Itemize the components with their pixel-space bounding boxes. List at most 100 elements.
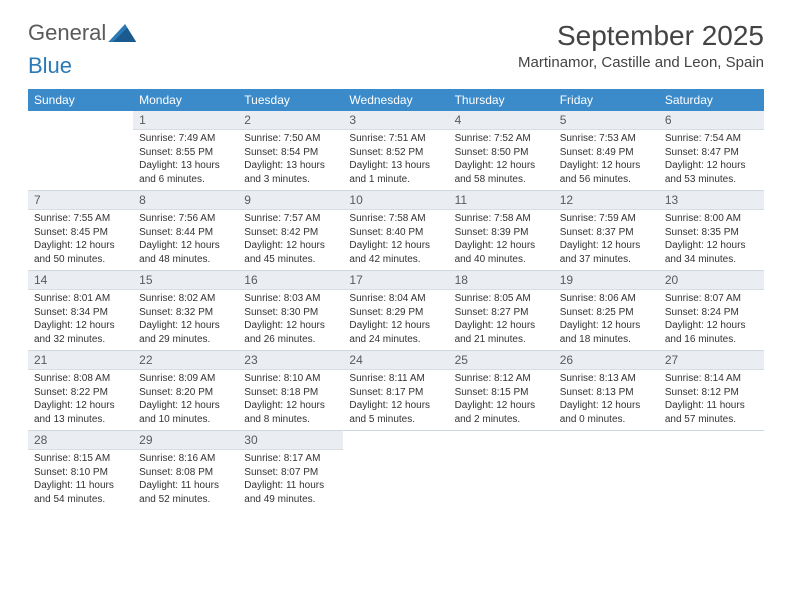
day-number: 28 <box>28 431 133 450</box>
cell-body: Sunrise: 8:11 AMSunset: 8:17 PMDaylight:… <box>343 370 448 430</box>
cell-body: Sunrise: 7:52 AMSunset: 8:50 PMDaylight:… <box>449 130 554 190</box>
daylight-line: Daylight: 12 hours and 24 minutes. <box>349 319 442 346</box>
calendar-cell: 11Sunrise: 7:58 AMSunset: 8:39 PMDayligh… <box>449 190 554 270</box>
cell-body: Sunrise: 7:55 AMSunset: 8:45 PMDaylight:… <box>28 210 133 270</box>
sunset-line: Sunset: 8:42 PM <box>244 226 337 240</box>
day-number: 21 <box>28 351 133 370</box>
cell-body: Sunrise: 7:49 AMSunset: 8:55 PMDaylight:… <box>133 130 238 190</box>
sunset-line: Sunset: 8:37 PM <box>560 226 653 240</box>
sunset-line: Sunset: 8:32 PM <box>139 306 232 320</box>
calendar-cell: 3Sunrise: 7:51 AMSunset: 8:52 PMDaylight… <box>343 111 448 190</box>
location-label: Martinamor, Castille and Leon, Spain <box>518 54 764 71</box>
calendar: Sunday Monday Tuesday Wednesday Thursday… <box>28 89 764 510</box>
sunrise-line: Sunrise: 7:56 AM <box>139 212 232 226</box>
weeks-container: 1Sunrise: 7:49 AMSunset: 8:55 PMDaylight… <box>28 111 764 510</box>
day-header-friday: Friday <box>554 89 659 111</box>
day-number: 1 <box>133 111 238 130</box>
daylight-line: Daylight: 12 hours and 5 minutes. <box>349 399 442 426</box>
daylight-line: Daylight: 12 hours and 0 minutes. <box>560 399 653 426</box>
day-number: 4 <box>449 111 554 130</box>
day-number: 7 <box>28 191 133 210</box>
calendar-cell: 6Sunrise: 7:54 AMSunset: 8:47 PMDaylight… <box>659 111 764 190</box>
sunrise-line: Sunrise: 7:53 AM <box>560 132 653 146</box>
day-number: 26 <box>554 351 659 370</box>
sunrise-line: Sunrise: 7:57 AM <box>244 212 337 226</box>
daylight-line: Daylight: 12 hours and 56 minutes. <box>560 159 653 186</box>
day-number: 2 <box>238 111 343 130</box>
sunrise-line: Sunrise: 8:06 AM <box>560 292 653 306</box>
cell-body: Sunrise: 7:58 AMSunset: 8:40 PMDaylight:… <box>343 210 448 270</box>
sunrise-line: Sunrise: 8:10 AM <box>244 372 337 386</box>
calendar-cell: 13Sunrise: 8:00 AMSunset: 8:35 PMDayligh… <box>659 190 764 270</box>
daylight-line: Daylight: 12 hours and 21 minutes. <box>455 319 548 346</box>
sunrise-line: Sunrise: 7:58 AM <box>455 212 548 226</box>
cell-body: Sunrise: 8:09 AMSunset: 8:20 PMDaylight:… <box>133 370 238 430</box>
sunrise-line: Sunrise: 8:04 AM <box>349 292 442 306</box>
calendar-cell: 12Sunrise: 7:59 AMSunset: 8:37 PMDayligh… <box>554 190 659 270</box>
sunset-line: Sunset: 8:08 PM <box>139 466 232 480</box>
logo: General <box>28 20 136 46</box>
month-title: September 2025 <box>518 20 764 52</box>
cell-body: Sunrise: 8:13 AMSunset: 8:13 PMDaylight:… <box>554 370 659 430</box>
sunrise-line: Sunrise: 8:03 AM <box>244 292 337 306</box>
day-number: 13 <box>659 191 764 210</box>
cell-body: Sunrise: 7:59 AMSunset: 8:37 PMDaylight:… <box>554 210 659 270</box>
sunrise-line: Sunrise: 8:13 AM <box>560 372 653 386</box>
sunset-line: Sunset: 8:27 PM <box>455 306 548 320</box>
sunset-line: Sunset: 8:15 PM <box>455 386 548 400</box>
cell-body: Sunrise: 7:51 AMSunset: 8:52 PMDaylight:… <box>343 130 448 190</box>
sunrise-line: Sunrise: 8:01 AM <box>34 292 127 306</box>
calendar-cell: 4Sunrise: 7:52 AMSunset: 8:50 PMDaylight… <box>449 111 554 190</box>
calendar-cell: 29Sunrise: 8:16 AMSunset: 8:08 PMDayligh… <box>133 430 238 510</box>
logo-text-part1: General <box>28 20 106 46</box>
calendar-cell: 2Sunrise: 7:50 AMSunset: 8:54 PMDaylight… <box>238 111 343 190</box>
calendar-cell <box>554 430 659 510</box>
sunrise-line: Sunrise: 8:09 AM <box>139 372 232 386</box>
daylight-line: Daylight: 12 hours and 16 minutes. <box>665 319 758 346</box>
day-header-monday: Monday <box>133 89 238 111</box>
sunset-line: Sunset: 8:55 PM <box>139 146 232 160</box>
daylight-line: Daylight: 13 hours and 6 minutes. <box>139 159 232 186</box>
week-row: 1Sunrise: 7:49 AMSunset: 8:55 PMDaylight… <box>28 111 764 190</box>
day-header-saturday: Saturday <box>659 89 764 111</box>
sunrise-line: Sunrise: 7:50 AM <box>244 132 337 146</box>
daylight-line: Daylight: 12 hours and 45 minutes. <box>244 239 337 266</box>
cell-body: Sunrise: 8:17 AMSunset: 8:07 PMDaylight:… <box>238 450 343 510</box>
calendar-cell: 28Sunrise: 8:15 AMSunset: 8:10 PMDayligh… <box>28 430 133 510</box>
sunrise-line: Sunrise: 8:05 AM <box>455 292 548 306</box>
sunrise-line: Sunrise: 7:55 AM <box>34 212 127 226</box>
sunset-line: Sunset: 8:52 PM <box>349 146 442 160</box>
day-number: 27 <box>659 351 764 370</box>
sunrise-line: Sunrise: 8:16 AM <box>139 452 232 466</box>
sunrise-line: Sunrise: 7:58 AM <box>349 212 442 226</box>
sunset-line: Sunset: 8:45 PM <box>34 226 127 240</box>
day-number: 20 <box>659 271 764 290</box>
calendar-cell: 25Sunrise: 8:12 AMSunset: 8:15 PMDayligh… <box>449 350 554 430</box>
sunrise-line: Sunrise: 7:49 AM <box>139 132 232 146</box>
day-number: 11 <box>449 191 554 210</box>
daylight-line: Daylight: 13 hours and 3 minutes. <box>244 159 337 186</box>
daylight-line: Daylight: 12 hours and 50 minutes. <box>34 239 127 266</box>
cell-body: Sunrise: 8:12 AMSunset: 8:15 PMDaylight:… <box>449 370 554 430</box>
sunset-line: Sunset: 8:07 PM <box>244 466 337 480</box>
day-header-thursday: Thursday <box>449 89 554 111</box>
cell-body: Sunrise: 8:14 AMSunset: 8:12 PMDaylight:… <box>659 370 764 430</box>
calendar-cell: 16Sunrise: 8:03 AMSunset: 8:30 PMDayligh… <box>238 270 343 350</box>
day-number: 25 <box>449 351 554 370</box>
calendar-cell: 24Sunrise: 8:11 AMSunset: 8:17 PMDayligh… <box>343 350 448 430</box>
week-row: 21Sunrise: 8:08 AMSunset: 8:22 PMDayligh… <box>28 350 764 430</box>
cell-body: Sunrise: 8:15 AMSunset: 8:10 PMDaylight:… <box>28 450 133 510</box>
sunset-line: Sunset: 8:40 PM <box>349 226 442 240</box>
cell-body: Sunrise: 8:16 AMSunset: 8:08 PMDaylight:… <box>133 450 238 510</box>
title-block: September 2025 Martinamor, Castille and … <box>518 20 764 71</box>
calendar-cell: 19Sunrise: 8:06 AMSunset: 8:25 PMDayligh… <box>554 270 659 350</box>
calendar-cell: 27Sunrise: 8:14 AMSunset: 8:12 PMDayligh… <box>659 350 764 430</box>
sunrise-line: Sunrise: 7:52 AM <box>455 132 548 146</box>
cell-body: Sunrise: 7:50 AMSunset: 8:54 PMDaylight:… <box>238 130 343 190</box>
daylight-line: Daylight: 11 hours and 54 minutes. <box>34 479 127 506</box>
daylight-line: Daylight: 12 hours and 42 minutes. <box>349 239 442 266</box>
cell-body: Sunrise: 8:00 AMSunset: 8:35 PMDaylight:… <box>659 210 764 270</box>
daylight-line: Daylight: 11 hours and 57 minutes. <box>665 399 758 426</box>
sunrise-line: Sunrise: 8:14 AM <box>665 372 758 386</box>
day-number: 6 <box>659 111 764 130</box>
